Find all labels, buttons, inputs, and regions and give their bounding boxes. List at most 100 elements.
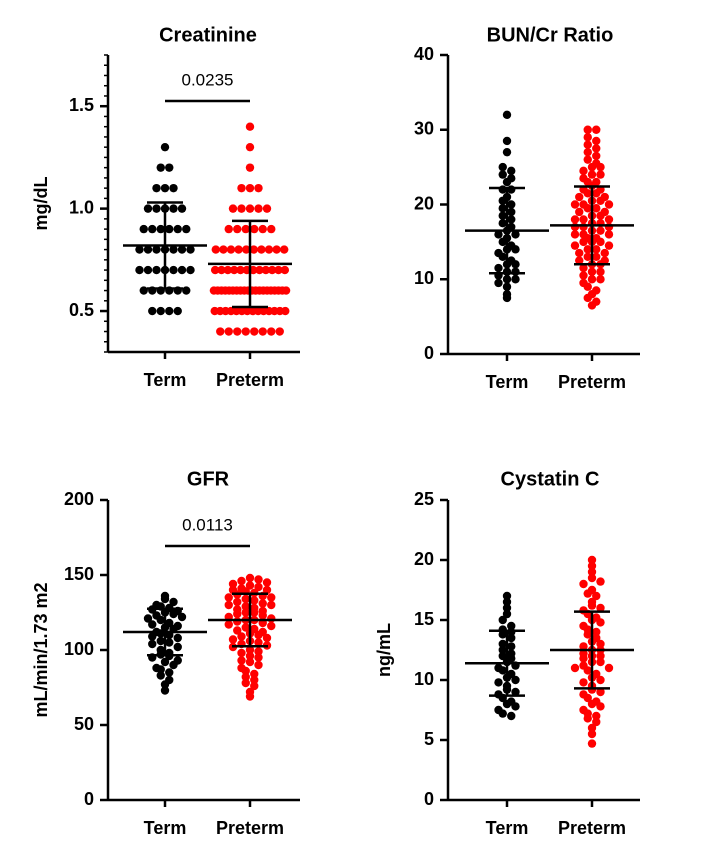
data-point (494, 230, 503, 239)
data-point (511, 230, 520, 239)
data-point (182, 224, 191, 234)
data-point (160, 183, 170, 193)
data-point (245, 692, 255, 701)
data-point (596, 702, 605, 711)
data-point (570, 241, 580, 250)
data-point (165, 224, 174, 234)
data-point (211, 245, 220, 254)
data-point (579, 654, 588, 663)
data-point (228, 635, 238, 644)
data-point (507, 711, 516, 721)
data-point (148, 639, 157, 649)
data-point (216, 327, 225, 336)
p-value: 0.0113 (182, 515, 233, 534)
data-point (254, 653, 263, 662)
data-point (186, 245, 195, 254)
data-point (570, 663, 580, 673)
data-point (165, 668, 174, 677)
data-point (267, 224, 276, 234)
data-point (587, 723, 597, 733)
data-point (592, 591, 601, 601)
data-point (254, 638, 263, 647)
data-point (274, 265, 283, 275)
data-point (583, 140, 592, 149)
data-point (245, 573, 255, 583)
y-tick-label: 1.5 (69, 95, 94, 115)
y-tick-label: 5 (424, 729, 434, 749)
data-point (169, 597, 178, 607)
data-point (579, 579, 588, 589)
data-point (502, 136, 512, 146)
data-point (258, 599, 267, 608)
chart-title: GFR (187, 468, 230, 490)
x-tick-label: Term (486, 818, 529, 838)
data-point (241, 678, 250, 688)
data-point (241, 623, 250, 632)
data-point (507, 642, 516, 651)
data-point (237, 656, 246, 665)
data-point (245, 183, 255, 193)
data-point (498, 185, 507, 194)
data-point (241, 327, 250, 336)
data-point (267, 593, 276, 602)
data-point (592, 252, 601, 262)
data-point (267, 265, 277, 275)
data-point (502, 293, 512, 303)
data-point (177, 612, 187, 622)
data-point (502, 282, 512, 291)
data-point (258, 611, 267, 620)
data-point (494, 678, 503, 687)
data-point (152, 265, 161, 275)
data-point (254, 660, 263, 670)
y-tick-label: 0 (84, 789, 94, 809)
data-point (224, 327, 233, 336)
data-point (169, 265, 178, 275)
data-point (502, 275, 512, 284)
data-point (148, 632, 157, 641)
y-tick-label: 200 (64, 489, 94, 509)
data-point (570, 200, 580, 209)
data-point (272, 245, 281, 254)
data-point (186, 265, 195, 275)
data-point (280, 265, 290, 275)
data-point (209, 286, 219, 295)
y-tick-label: 20 (414, 549, 434, 569)
data-point (498, 252, 507, 262)
data-point (498, 645, 507, 655)
data-point (156, 306, 165, 316)
data-point (233, 609, 242, 619)
data-point (583, 147, 592, 157)
data-point (583, 714, 592, 723)
data-point (583, 133, 592, 142)
data-point (148, 224, 157, 234)
data-point (261, 265, 271, 275)
data-point (169, 245, 178, 254)
data-point (575, 207, 584, 217)
y-axis-label: ng/mL (374, 623, 394, 677)
data-point (587, 267, 597, 276)
data-point (511, 260, 520, 269)
data-point (156, 629, 165, 638)
data-point (143, 204, 153, 213)
data-point (262, 633, 272, 643)
data-point (165, 306, 174, 316)
data-point (250, 596, 259, 605)
data-point (210, 306, 219, 316)
data-point (579, 237, 588, 247)
data-point (258, 224, 267, 234)
x-tick-label: Term (486, 372, 529, 392)
data-point (596, 687, 605, 697)
data-point (502, 699, 512, 709)
data-point (241, 672, 250, 682)
y-tick-label: 150 (64, 564, 94, 584)
data-point (583, 155, 592, 164)
data-point (498, 666, 507, 675)
data-point (281, 286, 291, 295)
data-point (148, 620, 157, 629)
data-point (498, 196, 507, 205)
data-point (250, 327, 259, 336)
data-point (173, 633, 182, 643)
data-point (583, 252, 592, 262)
data-point (596, 226, 605, 235)
